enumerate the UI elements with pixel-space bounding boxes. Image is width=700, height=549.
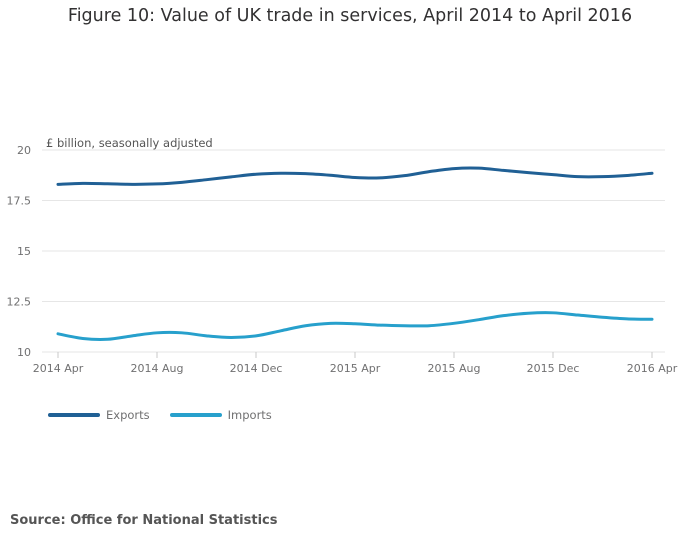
x-tick-label: 2014 Aug [131,362,184,375]
legend-label-imports: Imports [227,408,272,422]
legend-item-imports[interactable]: Imports [169,408,272,422]
x-tick-label: 2014 Dec [230,362,283,375]
legend-item-exports[interactable]: Exports [48,408,150,422]
x-tick-label: 2015 Aug [428,362,481,375]
y-tick-label: 12.5 [7,296,32,309]
x-tick-label: 2015 Apr [330,362,381,375]
x-tick-label: 2016 Apr [627,362,678,375]
gridlines [42,149,665,353]
legend-swatch-exports [48,413,100,417]
legend-label-exports: Exports [106,408,150,422]
y-axis-ticks: 10 12.5 15 17.5 20 [7,144,32,359]
x-tick-label: 2014 Apr [33,362,84,375]
y-axis-label: £ billion, seasonally adjusted [46,136,213,150]
series-lines [56,166,654,341]
y-tick-label: 20 [17,144,31,157]
y-tick-label: 15 [17,245,31,258]
series-line-imports[interactable] [56,311,654,341]
source-note: Source: Office for National Statistics [10,513,278,528]
y-tick-label: 17.5 [7,195,32,208]
series-line-exports[interactable] [56,166,654,186]
legend-swatch-imports [169,413,222,417]
legend: Exports Imports [48,408,292,422]
chart-title: Figure 10: Value of UK trade in services… [67,6,633,26]
x-tick-label: 2015 Dec [527,362,580,375]
y-tick-label: 10 [17,346,31,359]
x-axis-ticks: 2014 Apr 2014 Aug 2014 Dec 2015 Apr 2015 Aug… [33,352,678,375]
